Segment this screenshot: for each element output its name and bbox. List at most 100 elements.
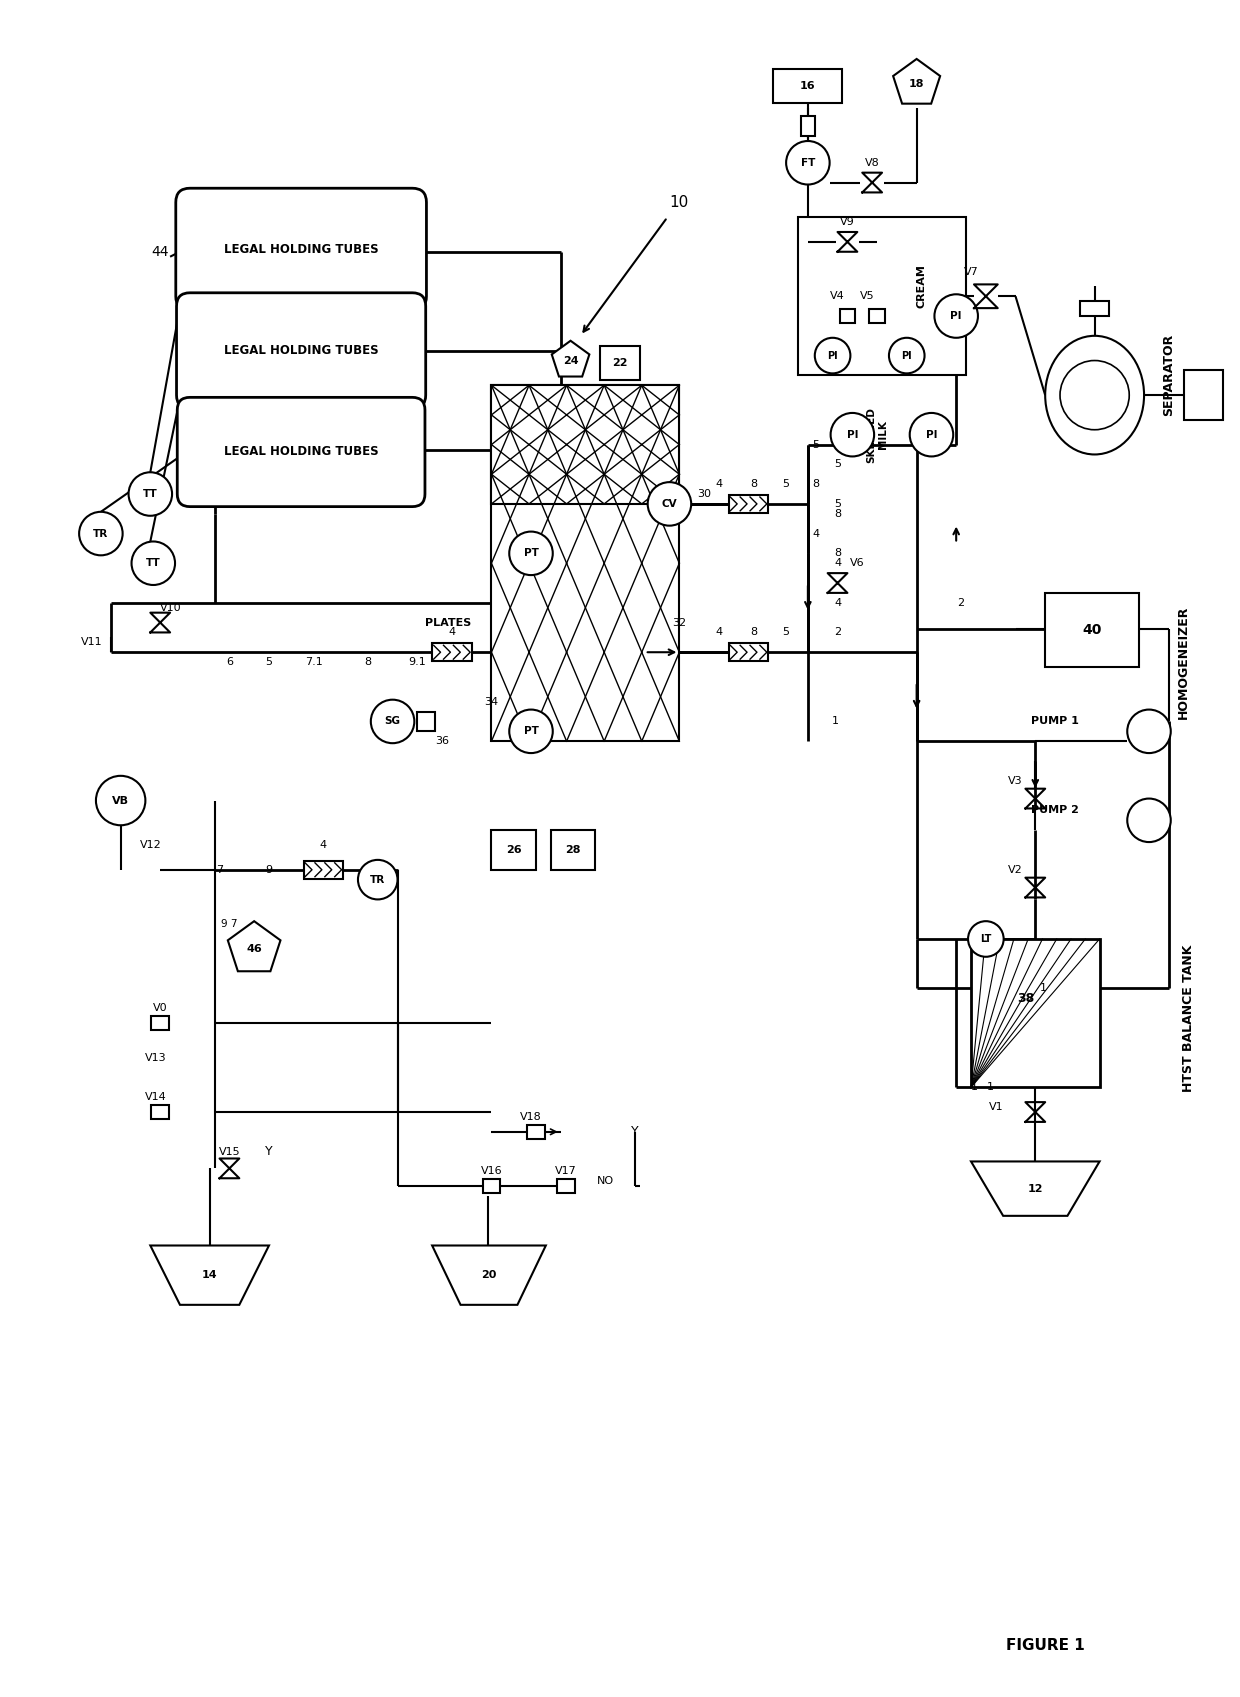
Text: 7.1: 7.1 [305,657,322,667]
Text: PLATES: PLATES [425,618,471,628]
Bar [869,309,885,322]
Text: 18: 18 [909,78,924,88]
Polygon shape [228,921,280,971]
FancyBboxPatch shape [176,294,425,409]
Bar [729,643,769,662]
Circle shape [371,699,414,743]
Text: 4: 4 [715,628,723,638]
Text: V8: V8 [864,158,879,168]
Text: V2: V2 [1008,865,1023,874]
Bar [418,711,435,731]
Text: 38: 38 [1017,991,1034,1005]
Text: 9: 9 [265,865,273,874]
Bar [527,1125,544,1139]
Text: 5: 5 [835,499,841,509]
Text: VB: VB [112,796,129,806]
Circle shape [815,338,851,373]
Text: V1: V1 [988,1101,1003,1112]
Text: Y: Y [631,1125,639,1139]
Text: 8: 8 [750,479,758,489]
Text: V16: V16 [481,1166,502,1176]
Text: V5: V5 [859,292,874,302]
Ellipse shape [1045,336,1145,455]
Circle shape [831,412,874,456]
Circle shape [786,141,830,185]
Text: HTST BALANCE TANK: HTST BALANCE TANK [1182,945,1195,1091]
Text: LEGAL HOLDING TUBES: LEGAL HOLDING TUBES [223,446,378,458]
Text: V7: V7 [963,266,978,277]
Text: PI: PI [950,311,962,321]
Bar [799,217,966,375]
Circle shape [1127,709,1171,753]
Text: V10: V10 [160,602,182,613]
Text: 8: 8 [835,548,841,558]
Bar [1184,370,1223,419]
Text: PI: PI [847,429,858,440]
Bar [432,643,471,662]
Circle shape [968,921,1003,957]
Text: 2: 2 [835,628,841,638]
Circle shape [889,338,925,373]
Circle shape [510,531,553,575]
Text: 42: 42 [1079,390,1095,400]
Bar [491,385,680,504]
Text: SEPARATOR: SEPARATOR [1162,334,1176,416]
Text: 40: 40 [1083,623,1102,636]
Text: PUMP 1: PUMP 1 [1032,716,1079,726]
Text: V13: V13 [145,1052,167,1062]
Text: PT: PT [523,548,538,558]
Text: 4: 4 [812,528,820,538]
Bar [491,385,680,742]
Circle shape [910,412,954,456]
Text: Y: Y [265,1145,273,1157]
Text: SG: SG [384,716,401,726]
Text: V9: V9 [839,217,854,227]
Text: 30: 30 [697,489,711,499]
Bar [729,496,769,512]
Text: V3: V3 [1008,776,1023,786]
Text: 44: 44 [151,244,169,258]
Bar [491,830,536,871]
Text: 5: 5 [835,460,841,470]
Text: HOMOGENEIZER: HOMOGENEIZER [1177,606,1190,720]
Text: 32: 32 [672,618,687,628]
Text: 5: 5 [782,628,790,638]
Circle shape [79,512,123,555]
Text: 4: 4 [449,628,455,638]
Text: PI: PI [827,351,838,360]
Circle shape [358,860,398,899]
Bar [839,309,856,322]
Text: 24: 24 [563,356,578,365]
Bar [482,1179,501,1193]
Text: 2: 2 [957,597,965,608]
Bar [151,1017,169,1030]
Polygon shape [893,59,940,104]
Text: PT: PT [523,726,538,736]
Text: V17: V17 [554,1166,577,1176]
Text: LEGAL HOLDING TUBES: LEGAL HOLDING TUBES [223,243,378,256]
Text: PI: PI [901,351,913,360]
Text: 4: 4 [835,558,841,568]
Text: 9 7: 9 7 [221,920,238,930]
Circle shape [1127,799,1171,842]
Text: 22: 22 [613,358,627,368]
Circle shape [935,294,978,338]
FancyBboxPatch shape [176,188,427,311]
Text: 8: 8 [365,657,372,667]
Text: 10: 10 [670,195,689,210]
Text: 4: 4 [715,479,723,489]
Circle shape [647,482,691,526]
Text: 5: 5 [812,440,820,450]
Bar [774,70,842,104]
Text: V15: V15 [218,1147,241,1157]
Text: 12: 12 [1028,1183,1043,1193]
Text: V14: V14 [145,1093,167,1101]
Text: 4: 4 [835,597,841,608]
Text: V18: V18 [520,1112,542,1122]
Text: 16: 16 [800,81,816,92]
Text: 6: 6 [226,657,233,667]
Text: 36: 36 [435,736,449,747]
Circle shape [510,709,553,753]
Text: TT: TT [146,558,161,568]
Text: PUMP 2: PUMP 2 [1032,806,1079,816]
